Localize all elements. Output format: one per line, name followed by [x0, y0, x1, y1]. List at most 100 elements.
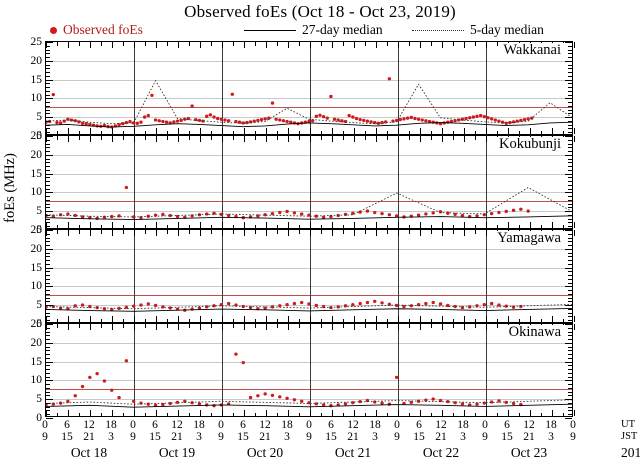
x-tick-top — [409, 230, 410, 234]
x-tick — [530, 410, 531, 416]
y-tick-label: 0 — [36, 318, 42, 330]
y-tick-minor — [46, 354, 50, 356]
x-tick-top — [343, 136, 344, 140]
x-tick-label: 18 3 — [545, 419, 557, 443]
gridline — [46, 60, 572, 62]
x-tick-label-ut: 6 — [328, 419, 334, 431]
y-tick-label: 20 — [30, 336, 43, 349]
x-tick-top — [123, 42, 124, 46]
x-tick — [244, 316, 245, 322]
x-tick — [233, 318, 234, 322]
x-tick-top — [145, 42, 146, 46]
reference-line — [46, 388, 572, 390]
y-tick — [46, 154, 53, 156]
reference-line — [46, 294, 572, 296]
day-separator — [486, 136, 487, 228]
y-tick-right — [565, 267, 572, 269]
x-tick — [178, 128, 179, 134]
x-tick-label-jst: 15 — [413, 431, 425, 443]
x-tick — [530, 128, 531, 134]
x-tick-label-jst: 3 — [108, 431, 114, 443]
y-tick-minor-right — [568, 64, 572, 66]
x-tick — [354, 410, 355, 416]
x-tick — [453, 318, 454, 322]
y-tick — [46, 211, 53, 213]
y-tick-minor-right — [568, 233, 572, 235]
x-tick — [387, 318, 388, 322]
x-tick — [156, 128, 157, 134]
x-tick-top — [101, 324, 102, 328]
x-tick — [244, 222, 245, 228]
y-tick-minor-right — [568, 147, 572, 149]
y-tick-minor-right — [568, 124, 572, 126]
x-tick-top — [255, 324, 256, 328]
x-tick — [167, 130, 168, 134]
x-tick-top — [574, 230, 575, 236]
y-tick-minor-right — [568, 293, 572, 295]
x-tick — [79, 318, 80, 322]
y-tick-minor-right — [568, 57, 572, 59]
series-line-27-day-median — [46, 121, 572, 128]
y-tick-minor-right — [568, 252, 572, 254]
x-tick-top — [299, 42, 300, 46]
y-tick-minor-right — [568, 199, 572, 201]
x-tick-label: 6 15 — [61, 419, 73, 443]
x-tick-label-jst: 21 — [347, 431, 359, 443]
x-tick — [321, 224, 322, 228]
x-tick-label-jst: 9 — [306, 431, 312, 443]
panel-yamagawa: 0 5 10 15 20 25 Yamagawa — [31, 224, 575, 330]
x-tick-top — [398, 230, 399, 236]
x-tick-top — [299, 230, 300, 234]
x-tick-label-ut: 12 — [83, 419, 95, 431]
y-tick-minor — [46, 143, 50, 145]
x-tick — [409, 318, 410, 322]
x-tick — [530, 222, 531, 228]
day-separator — [134, 230, 135, 322]
x-tick-label-jst: 21 — [259, 431, 271, 443]
x-tick — [167, 412, 168, 416]
x-tick — [211, 318, 212, 322]
x-tick — [112, 410, 113, 416]
y-tick-label: 5 — [36, 393, 42, 406]
y-tick-minor-right — [568, 105, 572, 107]
x-tick — [464, 410, 465, 416]
x-tick-top — [574, 42, 575, 48]
x-tick — [398, 222, 399, 228]
y-tick-label: 20 — [30, 148, 43, 161]
x-tick-top — [200, 42, 201, 48]
y-tick-minor — [46, 320, 50, 322]
x-tick — [497, 318, 498, 322]
x-tick — [354, 128, 355, 134]
x-tick — [222, 410, 223, 416]
y-axis-label: foEs (MHz) — [2, 153, 18, 223]
panel-clip — [46, 230, 572, 322]
day-separator — [310, 42, 311, 134]
day-separator — [222, 136, 223, 228]
y-tick-minor-right — [568, 410, 572, 412]
x-tick — [123, 412, 124, 416]
x-tick-top — [365, 42, 366, 46]
y-tick-minor — [46, 312, 50, 314]
panel-clip — [46, 136, 572, 228]
x-tick-top — [244, 136, 245, 142]
x-tick-top — [244, 324, 245, 330]
legend-label-observed: Observed foEs — [63, 22, 143, 37]
x-tick-top — [255, 136, 256, 140]
y-tick-minor-right — [568, 94, 572, 96]
x-tick-top — [486, 324, 487, 330]
y-tick-minor — [46, 120, 50, 122]
y-tick-minor — [46, 169, 50, 171]
x-tick-top — [211, 42, 212, 46]
x-tick — [255, 318, 256, 322]
x-tick-top — [398, 136, 399, 142]
x-tick-label-ut: 0 — [218, 419, 224, 431]
x-tick — [541, 412, 542, 416]
x-tick-top — [266, 324, 267, 330]
x-tick-top — [189, 136, 190, 140]
x-tick-label-jst: 3 — [284, 431, 290, 443]
x-tick-top — [332, 324, 333, 330]
x-tick — [222, 222, 223, 228]
y-tick — [46, 98, 53, 100]
y-tick-minor-right — [568, 282, 572, 284]
y-tick-minor-right — [568, 128, 572, 130]
